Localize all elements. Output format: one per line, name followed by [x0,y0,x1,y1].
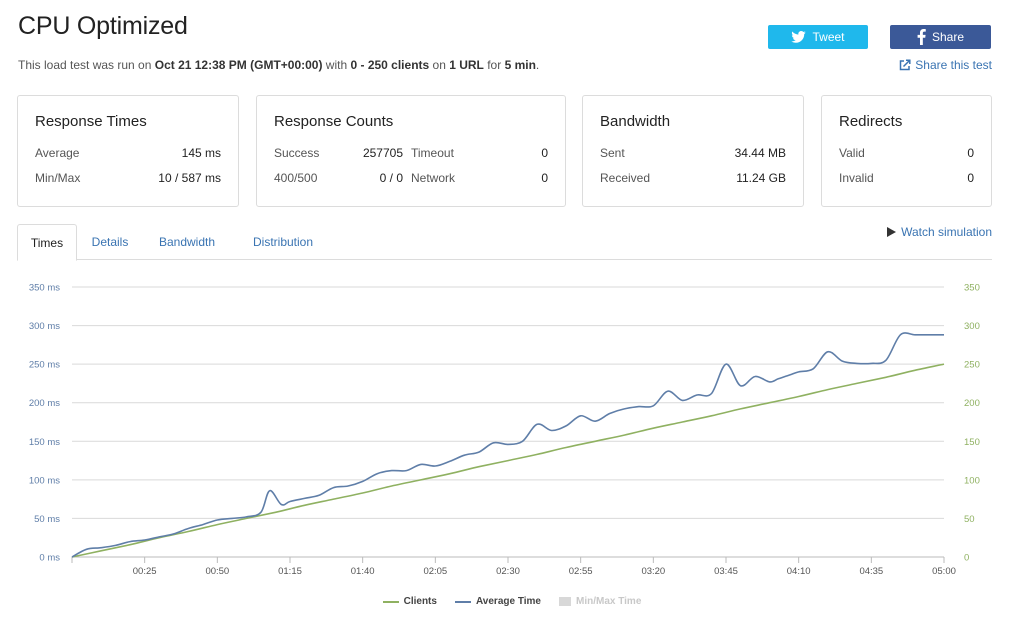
facebook-icon [917,29,926,45]
x-tick-label: 02:05 [423,566,447,577]
received-label: Received [600,171,651,185]
success-label: Success [274,146,320,160]
summary-text: . [535,58,540,72]
y-left-tick-label: 50 ms [34,514,60,525]
redirects-card: Redirects Valid 0 Invalid 0 [821,95,992,207]
y-left-tick-label: 350 ms [29,283,60,294]
timeout-value: 0 [541,146,548,160]
twitter-bird-icon [791,31,807,43]
legend-swatch [454,600,471,603]
minmax-label: Min/Max [35,171,81,185]
x-tick-label: 00:50 [205,566,229,577]
x-tick-label: 02:30 [496,566,520,577]
invalid-value: 0 [967,171,974,185]
summary-text: on [429,58,450,72]
y-left-tick-label: 150 ms [29,437,60,448]
response-times-card: Response Times Average 145 ms Min/Max 10 /… [17,95,239,207]
legend-label: Average Time [475,596,541,607]
summary-text: with [322,58,351,72]
summary-text: This load test was run on [18,58,155,72]
legend-swatch [559,597,571,606]
y-left-tick-label: 300 ms [29,321,60,332]
tab-details[interactable]: Details [91,235,129,249]
error-value: 0 / 0 [379,171,403,185]
response-time-chart: 0 ms 0 50 ms 50 100 ms 100 150 ms 150 200 ms 200 2… [29,283,980,578]
test-summary: This load test was run on Oct 21 12:38 P… [18,58,539,72]
x-tick-label: 01:15 [278,566,302,577]
legend-item-average-time[interactable]: Average Time [454,596,541,607]
tab-times[interactable]: Times [17,224,77,261]
valid-value: 0 [967,146,974,160]
y-right-tick-label: 100 [964,475,980,486]
x-tick-label: 04:35 [859,566,883,577]
y-left-tick-label: 100 ms [29,475,60,486]
chart-tabs: Times Details Bandwidth Distribution [17,224,992,261]
tweet-label: Tweet [812,30,845,44]
sent-label: Sent [600,146,625,160]
y-left-tick-label: 0 ms [39,553,60,564]
clients-line [71,363,945,558]
legend-item-min-max-time[interactable]: Min/Max Time [559,596,641,607]
x-tick-label: 01:40 [351,566,375,577]
y-right-tick-label: 200 [964,398,980,409]
tweet-button[interactable]: Tweet [768,25,868,49]
play-icon [887,227,897,237]
x-tick-label: 03:20 [641,566,665,577]
sent-value: 34.44 MB [734,146,786,160]
legend-item-clients[interactable]: Clients [382,596,437,607]
card-title: Response Times [35,113,147,130]
share-label: Share [931,30,965,44]
y-right-tick-label: 250 [964,360,980,371]
page-title: CPU Optimized [18,12,188,40]
y-right-tick-label: 300 [964,321,980,332]
success-value: 257705 [362,146,403,160]
y-right-tick-label: 150 [964,437,980,448]
network-value: 0 [541,171,548,185]
error-label: 400/500 [274,171,318,185]
summary-text: for [483,58,505,72]
watch-simulation-label: Watch simulation [901,225,992,239]
legend-label: Min/Max Time [576,596,642,607]
minmax-value: 10 / 587 ms [158,171,221,185]
card-title: Response Counts [274,113,394,130]
x-tick-label: 04:10 [787,566,811,577]
average-time-line [71,332,944,558]
y-left-tick-label: 250 ms [29,360,60,371]
watch-simulation-link[interactable]: Watch simulation [887,225,992,239]
test-duration: 5 min [504,58,536,72]
legend-swatch [382,600,399,603]
received-value: 11.24 GB [736,171,786,185]
x-tick-label: 00:25 [133,566,157,577]
tab-bandwidth[interactable]: Bandwidth [158,235,216,249]
url-count: 1 URL [449,58,484,72]
card-title: Redirects [839,113,903,130]
client-range: 0 - 250 clients [350,58,430,72]
valid-label: Valid [839,146,865,160]
x-tick-label: 03:45 [714,566,738,577]
tab-distribution[interactable]: Distribution [252,235,314,249]
y-right-tick-label: 350 [964,283,980,294]
bandwidth-card: Bandwidth Sent 34.44 MB Received 11.24 GB [582,95,804,207]
test-date: Oct 21 12:38 PM (GMT+00:00) [154,58,323,72]
network-label: Network [411,171,456,185]
card-title: Bandwidth [600,113,671,130]
invalid-label: Invalid [839,171,874,185]
y-left-tick-label: 200 ms [29,398,60,409]
share-test-label: Share this test [915,58,992,72]
x-tick-label: 02:55 [569,566,593,577]
legend-label: Clients [403,596,437,607]
y-right-tick-label: 50 [964,514,975,525]
chart-legend: Clients Average Time Min/Max Time [0,596,1024,607]
facebook-share-button[interactable]: Share [890,25,991,49]
response-counts-card: Response Counts Success 257705 Timeout 0 4… [256,95,566,207]
x-tick-label: 05:00 [932,566,956,577]
share-test-link[interactable]: Share this test [899,58,992,72]
y-right-tick-label: 0 [964,553,969,564]
average-label: Average [35,146,80,160]
timeout-label: Timeout [411,146,454,160]
external-share-icon [900,59,911,71]
average-value: 145 ms [181,146,221,160]
